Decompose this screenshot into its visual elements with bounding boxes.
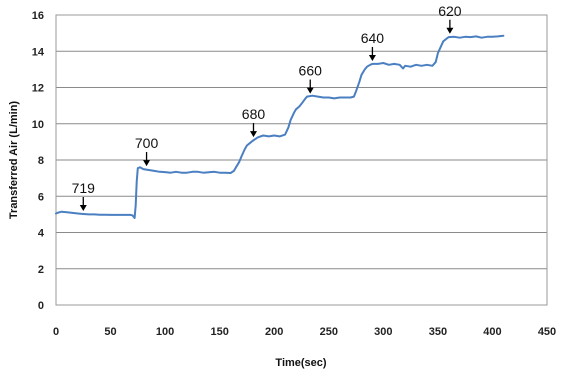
y-tick-label: 14 [32, 46, 45, 58]
plot-area-frame [55, 14, 548, 306]
annotation-label: 700 [135, 135, 159, 151]
annotation: 620 [438, 3, 462, 34]
annotation-label: 680 [242, 106, 266, 122]
annotation: 719 [72, 180, 96, 212]
y-tick-label: 16 [32, 10, 44, 22]
annotation: 680 [242, 106, 266, 138]
y-tick-label: 4 [38, 228, 45, 240]
y-tick-label: 2 [38, 264, 44, 276]
annotation-arrow-head [143, 160, 151, 167]
y-axis-title: Transferred Air (L/min) [8, 101, 20, 220]
annotation: 640 [361, 30, 385, 61]
x-tick-label: 250 [320, 326, 338, 338]
annotation: 700 [135, 135, 159, 167]
x-tick-label: 100 [156, 326, 174, 338]
y-tick-label: 10 [32, 119, 44, 131]
annotation-label: 640 [361, 30, 385, 46]
annotation-arrow-head [368, 54, 376, 61]
x-tick-label: 400 [483, 326, 501, 338]
annotation-label: 660 [299, 63, 323, 79]
annotation-layer: 719 700 680 660 640 620 [72, 3, 462, 212]
annotation-label: 719 [72, 180, 96, 196]
annotation: 660 [299, 63, 323, 94]
x-tick-label: 450 [538, 326, 556, 338]
y-tick-label: 6 [38, 191, 44, 203]
y-tick-label: 8 [38, 155, 44, 167]
x-tick-label: 300 [374, 326, 392, 338]
x-tick-label: 200 [265, 326, 283, 338]
x-tick-label: 150 [210, 326, 228, 338]
annotation-arrow-head [79, 205, 87, 212]
annotation-arrow-head [306, 87, 314, 94]
x-axis-title: Time(sec) [275, 357, 326, 369]
x-tick-label: 0 [53, 326, 59, 338]
series-layer [55, 34, 505, 219]
annotation-arrow-head [249, 131, 257, 138]
x-axis-ticks: 0 50 100 150 200 250 300 350 400 450 [53, 326, 556, 338]
grid-layer [56, 50, 547, 270]
y-tick-label: 0 [38, 300, 44, 312]
x-tick-label: 50 [104, 326, 116, 338]
x-tick-label: 350 [429, 326, 447, 338]
series-line [55, 34, 505, 219]
annotation-arrow-head [446, 27, 454, 34]
annotation-label: 620 [438, 3, 462, 19]
y-tick-label: 12 [32, 83, 44, 95]
y-axis-ticks: 0 2 4 6 8 10 12 14 16 [32, 10, 45, 312]
